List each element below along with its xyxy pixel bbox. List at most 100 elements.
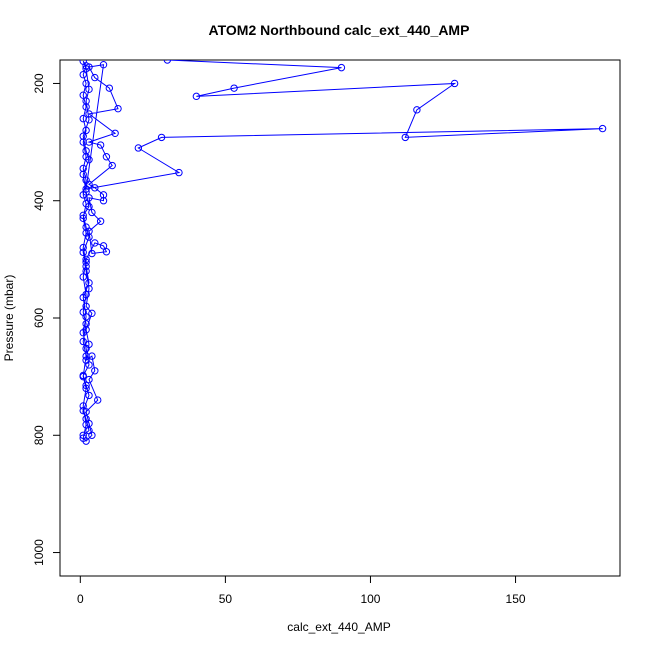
data-point bbox=[108, 161, 116, 170]
data-point bbox=[82, 421, 90, 429]
data-point bbox=[88, 309, 96, 318]
data-point bbox=[79, 328, 87, 337]
data-point bbox=[96, 141, 105, 149]
data-point bbox=[85, 155, 93, 164]
data-point bbox=[82, 320, 90, 328]
data-point bbox=[82, 384, 90, 393]
data-point bbox=[79, 434, 87, 442]
data-point bbox=[79, 170, 87, 179]
data-point bbox=[82, 126, 90, 135]
y-axis: 200 400 600 800 1000 bbox=[32, 73, 61, 566]
y-axis-label: Pressure (mbar) bbox=[2, 275, 16, 362]
data-point bbox=[85, 138, 93, 146]
data-point bbox=[85, 194, 93, 202]
data-point bbox=[99, 242, 108, 250]
y-tick-label: 200 bbox=[32, 73, 46, 93]
data-point bbox=[102, 153, 111, 161]
data-point bbox=[85, 426, 93, 435]
plot-frame bbox=[59, 59, 621, 577]
x-tick-label: 0 bbox=[77, 592, 84, 606]
data-point bbox=[82, 97, 90, 105]
data-point bbox=[82, 381, 90, 390]
data-point bbox=[85, 391, 93, 400]
data-point bbox=[105, 84, 114, 92]
data-point bbox=[79, 402, 87, 410]
x-tick-label: 150 bbox=[506, 592, 526, 606]
data-point bbox=[82, 344, 90, 353]
data-point bbox=[79, 138, 87, 146]
data-point bbox=[102, 248, 111, 256]
data-point bbox=[598, 124, 607, 133]
data-point bbox=[79, 293, 87, 302]
data-point bbox=[401, 133, 409, 142]
data-point bbox=[99, 191, 108, 199]
data-point bbox=[163, 60, 172, 64]
data-point bbox=[82, 103, 90, 111]
data-point bbox=[91, 184, 99, 192]
data-point bbox=[79, 243, 87, 252]
data-point bbox=[85, 202, 93, 211]
data-point bbox=[82, 255, 90, 264]
data-point bbox=[413, 106, 421, 114]
data-point bbox=[79, 70, 87, 79]
data-point bbox=[79, 248, 87, 257]
data-point bbox=[79, 60, 87, 65]
data-point bbox=[82, 65, 90, 73]
y-tick-label: 400 bbox=[32, 190, 46, 210]
data-point bbox=[450, 79, 459, 88]
data-point bbox=[96, 217, 105, 225]
data-point bbox=[79, 337, 87, 346]
data-point bbox=[82, 223, 90, 231]
data-point bbox=[79, 273, 87, 281]
data-point bbox=[82, 258, 90, 266]
data-point bbox=[114, 104, 122, 113]
data-point bbox=[99, 60, 108, 69]
data-point bbox=[79, 164, 87, 173]
data-point bbox=[79, 91, 87, 99]
x-axis-label: calc_ext_440_AMP bbox=[287, 620, 390, 634]
data-point bbox=[79, 431, 87, 439]
data-point bbox=[91, 367, 99, 375]
data-point bbox=[99, 197, 108, 205]
x-tick-label: 100 bbox=[360, 592, 380, 606]
data-point bbox=[85, 284, 93, 293]
data-point bbox=[94, 396, 102, 404]
data-point bbox=[91, 239, 99, 247]
chart-title: ATOM2 Northbound calc_ext_440_AMP bbox=[209, 22, 470, 38]
y-tick-label: 600 bbox=[32, 308, 46, 328]
y-tick-label: 800 bbox=[32, 425, 46, 445]
data-point bbox=[88, 352, 96, 360]
data-point bbox=[82, 302, 90, 310]
data-point bbox=[82, 313, 90, 321]
data-point bbox=[230, 84, 238, 92]
data-point bbox=[85, 233, 93, 241]
data-point bbox=[82, 352, 90, 360]
data-point bbox=[337, 63, 346, 72]
data-point bbox=[82, 79, 90, 88]
data-point bbox=[79, 211, 87, 220]
data-point bbox=[79, 214, 87, 223]
data-point bbox=[88, 249, 96, 258]
data-point bbox=[82, 262, 90, 271]
data-point bbox=[82, 188, 90, 196]
data-point bbox=[85, 116, 93, 124]
x-tick-label: 50 bbox=[219, 592, 233, 606]
data-point bbox=[91, 73, 99, 82]
data-point bbox=[82, 147, 90, 155]
data-point bbox=[79, 132, 87, 140]
data-point bbox=[157, 133, 166, 142]
data-point bbox=[79, 406, 87, 415]
data-point bbox=[88, 208, 96, 217]
data-point bbox=[82, 176, 90, 184]
data-point bbox=[85, 279, 93, 287]
data-point bbox=[85, 361, 93, 369]
y-tick-label: 1000 bbox=[32, 539, 46, 566]
data-point bbox=[79, 371, 87, 380]
data-point bbox=[82, 267, 90, 275]
data-point bbox=[175, 168, 183, 177]
series-line bbox=[82, 60, 603, 442]
data-point bbox=[134, 144, 143, 152]
data-point bbox=[85, 375, 93, 384]
data-point bbox=[85, 85, 93, 94]
